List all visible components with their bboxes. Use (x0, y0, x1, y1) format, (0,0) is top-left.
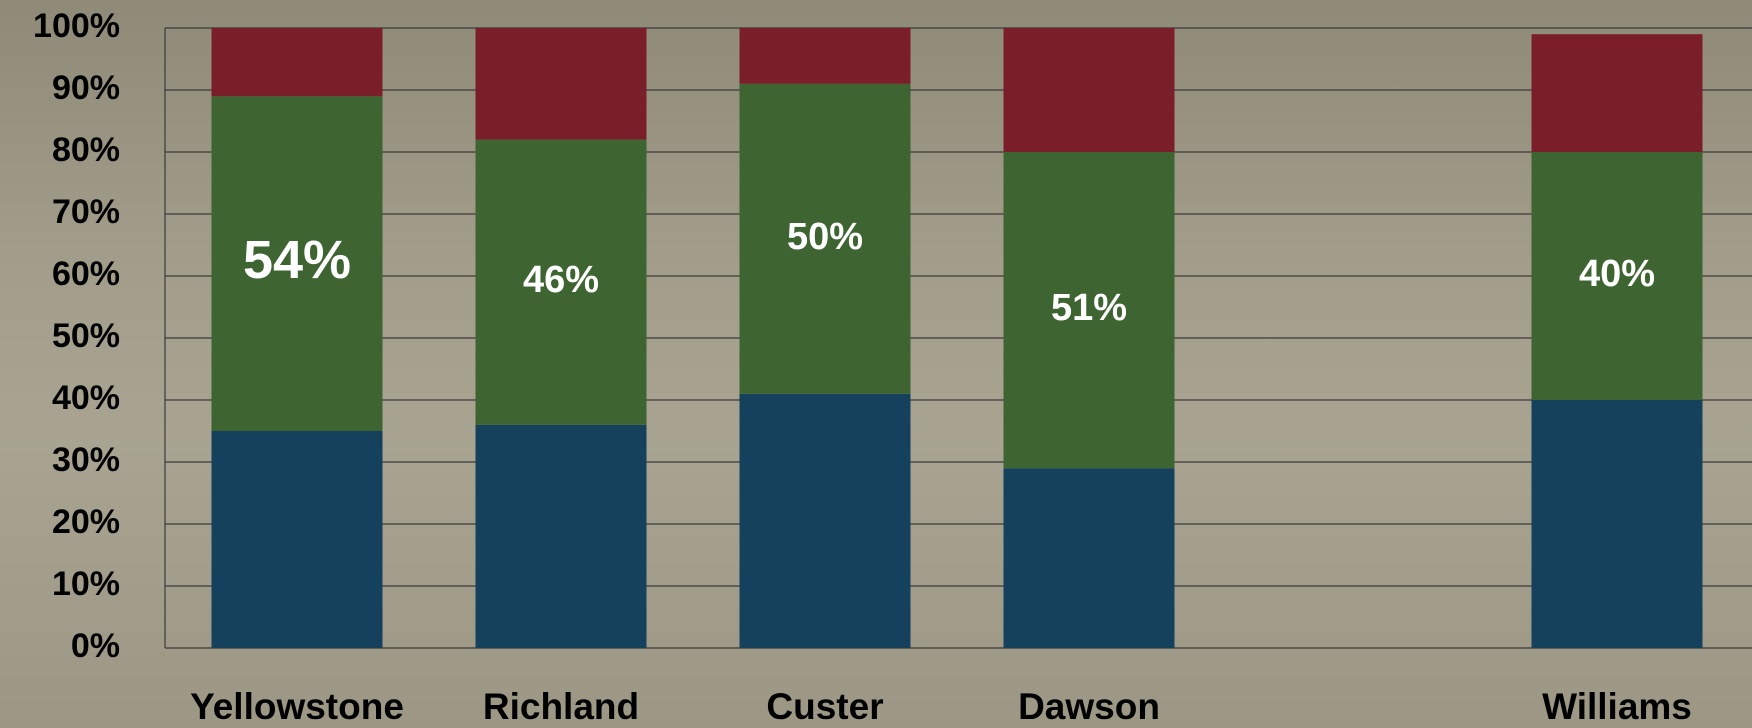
y-tick-label: 50% (52, 317, 120, 355)
bar-segment (211, 96, 383, 431)
bar-segment (211, 28, 383, 97)
bar-segment (739, 83, 911, 394)
y-tick-label: 40% (52, 379, 120, 417)
x-tick-label: Richland (483, 686, 639, 727)
bar-segment (1003, 28, 1175, 152)
bar-segment (1531, 152, 1703, 400)
data-label: 40% (1579, 253, 1655, 295)
y-tick-label: 0% (71, 627, 120, 665)
y-tick-label: 80% (52, 131, 120, 169)
bar-segment (1531, 34, 1703, 153)
bar-segment (475, 139, 647, 425)
bar-segment (1531, 400, 1703, 648)
data-label: 54% (243, 230, 351, 290)
x-tick-label: Williams (1542, 686, 1692, 727)
x-tick-label: Dawson (1018, 686, 1160, 727)
x-tick-label: Yellowstone (190, 686, 404, 727)
y-tick-label: 60% (52, 255, 120, 293)
y-tick-label: 100% (33, 7, 120, 45)
bar-segment (211, 431, 383, 648)
data-label: 46% (523, 259, 599, 301)
bar-segment (1003, 468, 1175, 648)
bar-segment (475, 28, 647, 140)
x-tick-label: Custer (766, 686, 883, 727)
bar-segment (1003, 152, 1175, 469)
y-tick-label: 20% (52, 503, 120, 541)
bar-segment (475, 424, 647, 648)
y-tick-label: 30% (52, 441, 120, 479)
data-label: 51% (1051, 287, 1127, 329)
y-tick-label: 90% (52, 69, 120, 107)
y-tick-label: 70% (52, 193, 120, 231)
data-label: 50% (787, 216, 863, 258)
bar-segment (739, 393, 911, 648)
y-tick-label: 10% (52, 565, 120, 603)
bar-segment (739, 28, 911, 84)
